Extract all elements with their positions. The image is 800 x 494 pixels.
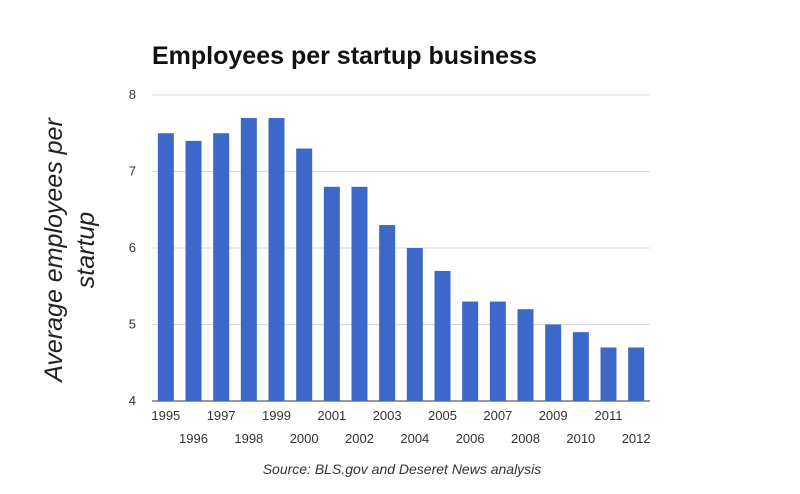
x-tick-label: 1996 <box>179 431 208 446</box>
x-tick-label: 1999 <box>262 408 291 423</box>
bar-1998 <box>240 117 257 401</box>
chart-source-note: Source: BLS.gov and Deseret News analysi… <box>263 461 542 477</box>
bar-2003 <box>379 225 396 401</box>
x-tick-label: 1995 <box>151 408 180 423</box>
x-tick-label: 2008 <box>511 431 540 446</box>
y-tick-label: 8 <box>129 87 136 102</box>
x-tick-label: 1997 <box>207 408 236 423</box>
x-tick-label: 2003 <box>373 408 402 423</box>
y-axis-label: Average employees per startup <box>40 117 100 384</box>
bar-2005 <box>434 270 451 401</box>
bar-2010 <box>572 332 589 401</box>
x-tick-label: 2001 <box>317 408 346 423</box>
bar-2002 <box>351 186 368 401</box>
y-tick-labels: 4 5 6 7 8 <box>129 87 136 408</box>
y-tick-label: 6 <box>129 240 136 255</box>
bar-2000 <box>296 148 313 401</box>
x-tick-label: 2005 <box>428 408 457 423</box>
x-tick-label: 2007 <box>483 408 512 423</box>
gridlines <box>152 94 650 402</box>
bar-2001 <box>323 186 340 401</box>
bar-2004 <box>406 248 423 401</box>
y-axis-label-line-2: startup <box>72 212 100 289</box>
bar-2012 <box>628 347 645 401</box>
bar-2009 <box>545 324 562 401</box>
y-axis-label-line-1: Average employees per <box>40 117 68 384</box>
bar-1995 <box>157 133 174 401</box>
bars <box>157 117 645 401</box>
x-tick-labels: 1995 1996 1997 1998 1999 2000 2001 2002 2003 2004… <box>151 408 650 446</box>
y-tick-label: 5 <box>129 317 136 332</box>
x-tick-label: 2012 <box>622 431 651 446</box>
y-tick-label: 4 <box>129 393 136 408</box>
bar-2008 <box>517 309 534 401</box>
chart-title: Employees per startup business <box>152 42 537 70</box>
x-tick-label: 2000 <box>290 431 319 446</box>
bar-2011 <box>600 347 617 401</box>
bar-1997 <box>213 133 230 401</box>
x-tick-label: 2010 <box>566 431 595 446</box>
x-tick-label: 2004 <box>400 431 429 446</box>
x-tick-label: 1998 <box>234 431 263 446</box>
x-tick-label: 2006 <box>456 431 485 446</box>
bar-2006 <box>462 301 479 401</box>
bar-1996 <box>185 140 202 401</box>
x-tick-label: 2009 <box>539 408 568 423</box>
x-tick-label: 2011 <box>595 408 623 423</box>
x-tick-label: 2002 <box>345 431 374 446</box>
y-tick-label: 7 <box>129 164 136 179</box>
bar-1999 <box>268 117 285 401</box>
bar-2007 <box>489 301 506 401</box>
